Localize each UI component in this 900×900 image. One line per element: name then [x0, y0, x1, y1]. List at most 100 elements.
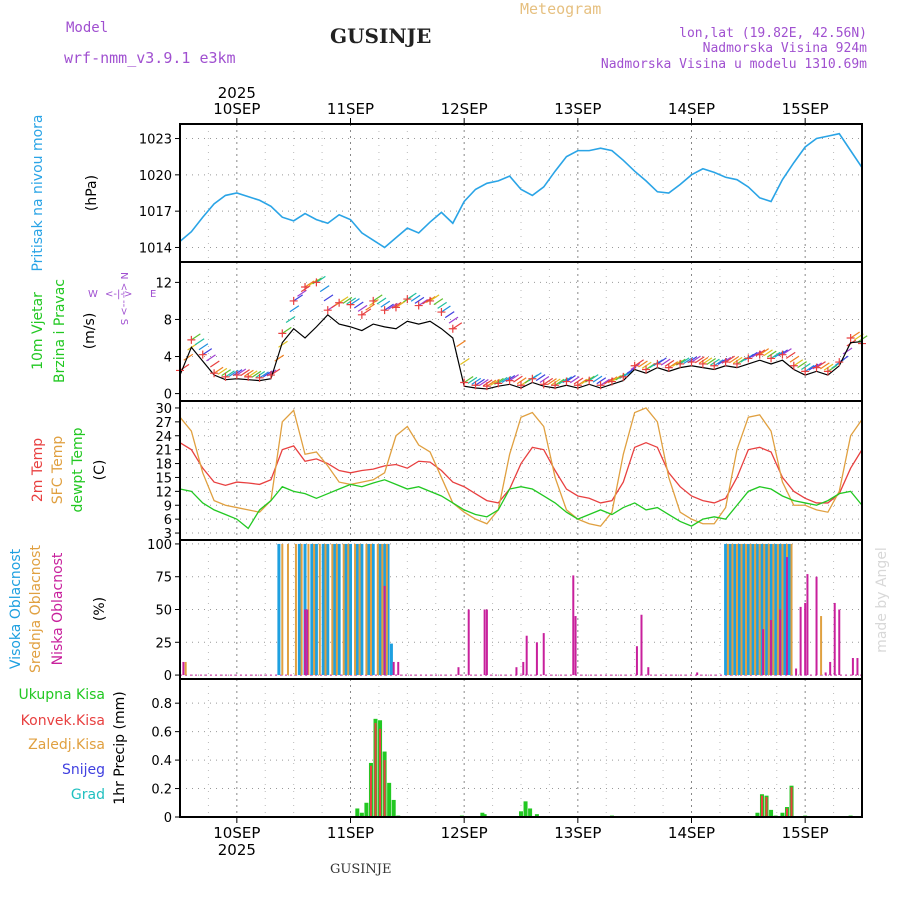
- wind-barb: [766, 350, 777, 358]
- x-day-label-bottom: 13SEP: [554, 824, 601, 842]
- wind-barb: [596, 377, 607, 385]
- mid-cloud-bar: [763, 543, 766, 676]
- y-tick-label: 1014: [139, 241, 172, 256]
- wind-gust-marker: [380, 306, 389, 315]
- low-cloud-bar: [182, 661, 185, 676]
- wind-barb: [664, 359, 675, 367]
- x-day-label-top: 12SEP: [441, 100, 488, 118]
- wind-barb: [380, 300, 391, 308]
- mid-cloud-bar: [749, 543, 752, 676]
- wind-barb: [244, 369, 254, 377]
- low-cloud-bar: [572, 575, 575, 676]
- precip-legend-label: Zaledj.Kisa: [28, 737, 105, 753]
- wind-gust-marker: [391, 303, 400, 312]
- mid-cloud-bar: [335, 543, 338, 676]
- wind-barb: [285, 316, 296, 324]
- conv-precip-bar: [765, 797, 768, 817]
- y-tick-label: 1020: [139, 169, 172, 184]
- watermark: made by Angel: [874, 547, 890, 653]
- wind-gust-marker: [471, 381, 480, 390]
- wind-gust-marker: [494, 379, 503, 388]
- low-cloud-bar: [804, 602, 807, 676]
- temp-label-2m: 2m Temp: [30, 438, 46, 502]
- wind-gust-marker: [426, 296, 435, 305]
- wind-gust-marker: [653, 359, 662, 368]
- wind-barb: [365, 303, 375, 311]
- wind-barb: [293, 294, 303, 302]
- wind-barb: [183, 353, 194, 361]
- x-day-label-bottom: 11SEP: [327, 824, 374, 842]
- high-cloud-bar: [344, 543, 348, 676]
- wind-gust-marker: [687, 358, 696, 367]
- x-day-label-top: 14SEP: [668, 100, 715, 118]
- y-tick-label: 18: [155, 458, 172, 473]
- x-year-top: 2025: [218, 84, 256, 102]
- panel-frame: [179, 123, 863, 263]
- wind-barb: [433, 298, 444, 306]
- total-precip-bar: [769, 809, 774, 817]
- compass-east: E: [150, 289, 156, 300]
- wind-gust-marker: [607, 377, 616, 386]
- model-label: Model: [66, 20, 109, 36]
- wind-gust-marker: [767, 354, 776, 363]
- compass-west: W: [88, 289, 98, 300]
- mid-cloud-bar: [726, 543, 729, 676]
- wind-gust-marker: [437, 308, 446, 317]
- conv-precip-bar: [785, 808, 788, 817]
- low-cloud-bar: [795, 668, 798, 676]
- mid-cloud-bar: [735, 543, 738, 676]
- model-elevation-info: Nadmorska Visina u modelu 1310.69m: [600, 57, 867, 72]
- wind-barb: [732, 356, 743, 364]
- high-cloud-bar: [386, 543, 390, 676]
- wind-barb: [240, 369, 250, 377]
- y-tick-label: 100: [147, 538, 172, 553]
- high-cloud-bar: [783, 543, 787, 676]
- wind-barb: [486, 379, 497, 387]
- low-cloud-bar: [815, 576, 818, 676]
- wind-barb: [713, 359, 724, 367]
- wind-barb: [850, 331, 860, 339]
- y-tick-label: 0.2: [151, 783, 172, 798]
- mid-cloud-bar: [300, 543, 303, 676]
- mid-cloud-bar: [313, 543, 316, 676]
- wind-barb: [376, 297, 387, 305]
- y-tick-label: 1017: [139, 205, 172, 220]
- high-cloud-bar: [746, 543, 750, 676]
- wind-barb: [247, 370, 258, 378]
- mid-cloud-bar: [365, 543, 368, 676]
- high-cloud-bar: [765, 543, 769, 676]
- low-cloud-bar: [483, 609, 486, 676]
- low-cloud-bar: [457, 667, 460, 676]
- wind-gust-marker: [278, 329, 287, 338]
- total-precip-bar: [528, 808, 533, 817]
- low-cloud-bar: [833, 602, 836, 676]
- y-tick-label: 15: [155, 471, 172, 486]
- mid-cloud-bar: [740, 543, 743, 676]
- y-tick-label: 21: [155, 444, 172, 459]
- wind-barb: [759, 348, 770, 356]
- low-cloud-bar: [306, 609, 309, 676]
- mid-cloud-bar: [767, 543, 770, 676]
- y-tick-label: 0: [164, 669, 172, 684]
- total-precip-bar: [391, 799, 396, 817]
- wind-gust-marker: [846, 333, 855, 342]
- pressure-unit: (hPa): [84, 175, 100, 211]
- wind-barb: [441, 305, 451, 313]
- y-tick-label: 0.8: [151, 697, 172, 712]
- wind-gust-marker: [414, 301, 423, 310]
- wind-barb: [429, 294, 440, 302]
- high-cloud-bar: [774, 543, 778, 676]
- wind-barb: [460, 358, 470, 366]
- wind-barb: [816, 361, 826, 369]
- wind-gust-marker: [585, 376, 594, 385]
- wind-barb: [748, 351, 758, 359]
- wind-barb: [588, 374, 599, 382]
- wind-barb: [475, 378, 485, 386]
- wind-barb: [789, 355, 800, 363]
- wind-gust-marker: [232, 371, 241, 380]
- pressure-label: Pritisak na nivou mora: [30, 114, 46, 271]
- wind-gust-marker: [266, 371, 275, 380]
- cloud-label-low: Niska Oblacnost: [50, 552, 66, 665]
- wind-gust-marker: [596, 381, 605, 390]
- high-cloud-bar: [733, 543, 737, 676]
